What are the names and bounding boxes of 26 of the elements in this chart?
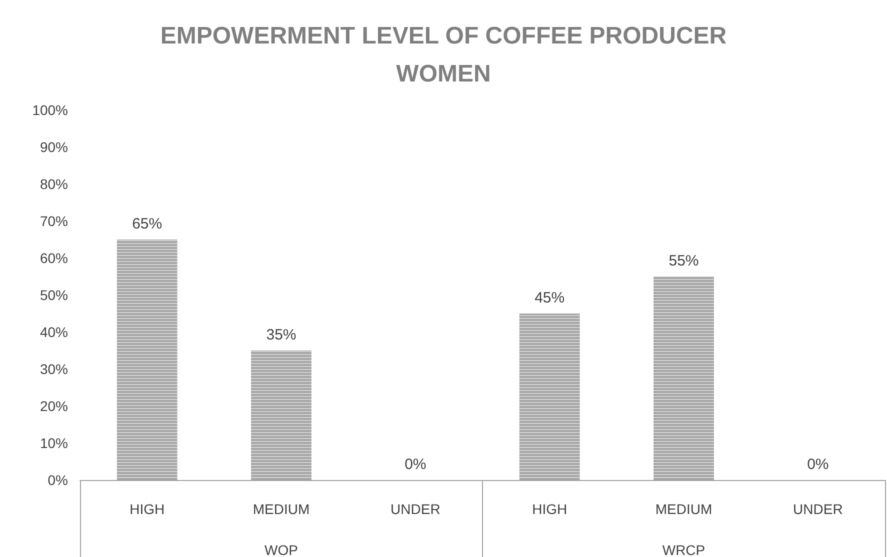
data-label: 35% — [266, 326, 296, 344]
y-tick-label: 0% — [48, 472, 68, 488]
x-tick-label: MEDIUM — [655, 501, 712, 517]
data-label: 45% — [534, 290, 565, 306]
y-tick-label: 20% — [40, 398, 68, 414]
x-tick-label: MEDIUM — [252, 501, 310, 517]
chart-title: EMPOWERMENT LEVEL OF COFFEE PRODUCER WOMEN — [160, 22, 727, 88]
x-tick-label: HIGH — [130, 501, 165, 517]
text: WRCP — [662, 542, 706, 557]
x-tick-label: UNDER — [793, 501, 843, 517]
data-label: 65% — [132, 216, 162, 232]
data-label: 0% — [807, 456, 829, 473]
data-label: 0% — [404, 456, 426, 473]
y-tick-label: 40% — [40, 324, 68, 340]
y-tick-label: 100% — [32, 102, 68, 118]
data-label: 55% — [668, 252, 699, 270]
text: WOP — [264, 542, 298, 557]
x-tick-label: HIGH — [532, 501, 568, 517]
y-tick-label: 70% — [40, 213, 68, 229]
y-tick-label: 90% — [40, 139, 68, 155]
y-tick-label: 10% — [40, 435, 68, 451]
y-tick-label: 60% — [40, 250, 68, 266]
x-tick-label: UNDER — [390, 501, 440, 517]
y-tick-label: 80% — [40, 176, 68, 192]
y-tick-label: 30% — [40, 361, 68, 377]
y-tick-label: 50% — [40, 287, 68, 303]
